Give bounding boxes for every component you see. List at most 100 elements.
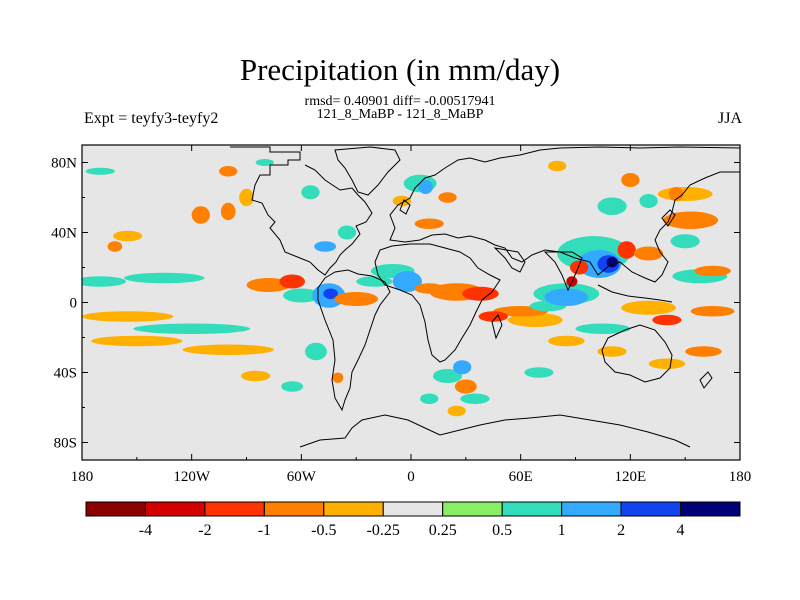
anomaly-region: [219, 166, 238, 177]
anomaly-region: [524, 367, 554, 378]
anomaly-regions: [82, 159, 735, 417]
anomaly-region: [694, 265, 731, 277]
anomaly-region: [191, 206, 210, 224]
coastline-africa: [374, 243, 501, 363]
anomaly-region: [279, 274, 305, 289]
anomaly-region: [283, 288, 320, 303]
colorbar: -4 -2 -1 -0.5 -0.25 0.25 0.5 1 2 4: [85, 501, 741, 539]
colorbar-swatch: [561, 501, 622, 517]
anomaly-region: [597, 346, 627, 357]
anomaly-region: [575, 323, 631, 334]
anomaly-region: [507, 313, 563, 327]
anomaly-region: [544, 288, 589, 306]
anomaly-region: [690, 306, 735, 317]
colorbar-label: 2: [617, 522, 625, 539]
anomaly-region: [392, 271, 422, 292]
anomaly-region: [597, 197, 627, 215]
chart-title: Precipitation (in mm/day): [239, 52, 561, 87]
anomaly-region: [617, 241, 636, 259]
x-tick-label: 180: [71, 469, 94, 485]
y-tick-label: 40S: [54, 366, 77, 382]
anomaly-region: [453, 360, 472, 375]
anomaly-region: [548, 335, 585, 347]
coastline-uk: [399, 199, 411, 215]
anomaly-region: [570, 260, 589, 275]
anomaly-region: [420, 393, 439, 404]
colorbar-swatch: [144, 501, 206, 517]
anomaly-region: [685, 346, 722, 357]
experiment-label: Expt = teyfy3-teyfy2: [84, 110, 219, 127]
anomaly-region: [314, 241, 337, 252]
anomaly-region: [606, 257, 618, 268]
anomaly-region: [478, 311, 508, 322]
colorbar-label: 1: [558, 522, 566, 539]
anomaly-region: [621, 173, 640, 187]
anomaly-region: [334, 292, 379, 306]
coastlines: [230, 146, 740, 448]
anomaly-region: [548, 160, 567, 172]
colorbar-label: 0.5: [492, 522, 512, 539]
coastline-south-america: [317, 269, 391, 412]
colorbar-label: 4: [677, 522, 685, 539]
coastline-madagascar: [491, 314, 503, 340]
anomaly-region: [133, 323, 251, 334]
y-tick-label: 80S: [54, 436, 77, 452]
coastline-indonesia: [597, 284, 673, 303]
anomaly-region: [323, 288, 338, 299]
anomaly-region: [107, 241, 123, 252]
coastline-greenland: [334, 146, 401, 196]
anomaly-region: [301, 185, 320, 200]
anomaly-region: [82, 276, 126, 287]
y-tick-label: 80N: [51, 156, 77, 172]
axes: 180 120W 60W 0 60E 120E 180 80N 40N 0 40S 80S: [51, 145, 751, 485]
x-tick-label: 60E: [509, 469, 533, 485]
colorbar-swatch: [85, 501, 146, 517]
anomaly-region: [454, 379, 477, 394]
anomaly-region: [447, 405, 466, 417]
anomaly-region: [124, 272, 205, 284]
colorbar-swatch: [382, 501, 444, 517]
x-tick-label: 120W: [173, 469, 211, 485]
anomaly-region: [91, 335, 183, 347]
colorbar-label: -2: [198, 522, 211, 539]
y-tick-label: 40N: [51, 226, 77, 242]
anomaly-region: [356, 276, 393, 287]
anomaly-region: [337, 225, 357, 240]
anomaly-region: [113, 230, 143, 242]
colorbar-label: -0.5: [311, 522, 336, 539]
anomaly-region: [255, 159, 274, 166]
colorbar-label: -0.25: [367, 522, 400, 539]
colorbar-label: -4: [139, 522, 152, 539]
coastline-india: [543, 251, 583, 292]
coastline-japan: [661, 209, 676, 227]
coastline-new-zealand: [699, 371, 713, 389]
anomaly-region: [332, 372, 344, 383]
coastline-north-america: [230, 146, 373, 276]
colorbar-swatch: [263, 501, 325, 517]
colorbar-label: 0.25: [429, 522, 457, 539]
anomaly-region: [462, 286, 499, 301]
coastline-antarctica: [299, 414, 691, 448]
anomaly-region: [304, 342, 327, 361]
anomaly-region: [182, 344, 274, 355]
anomaly-region: [246, 278, 291, 292]
case-line: 121_8_MaBP - 121_8_MaBP: [316, 107, 484, 122]
colorbar-swatch: [442, 501, 503, 517]
colorbar-swatch: [323, 501, 384, 517]
anomaly-region: [652, 314, 682, 326]
x-tick-label: 60W: [287, 469, 317, 485]
x-tick-label: 180: [729, 469, 752, 485]
anomaly-region: [392, 195, 411, 207]
anomaly-region: [438, 192, 457, 203]
anomaly-region: [241, 370, 271, 382]
anomaly-region: [633, 246, 664, 261]
anomaly-region: [239, 188, 254, 207]
anomaly-region: [648, 358, 686, 369]
coastline-arabia: [493, 247, 526, 273]
colorbar-swatch: [620, 501, 682, 517]
plot-background: [82, 145, 740, 460]
anomaly-region: [657, 187, 713, 201]
x-tick-label: 0: [407, 469, 415, 485]
anomaly-region: [670, 234, 700, 249]
